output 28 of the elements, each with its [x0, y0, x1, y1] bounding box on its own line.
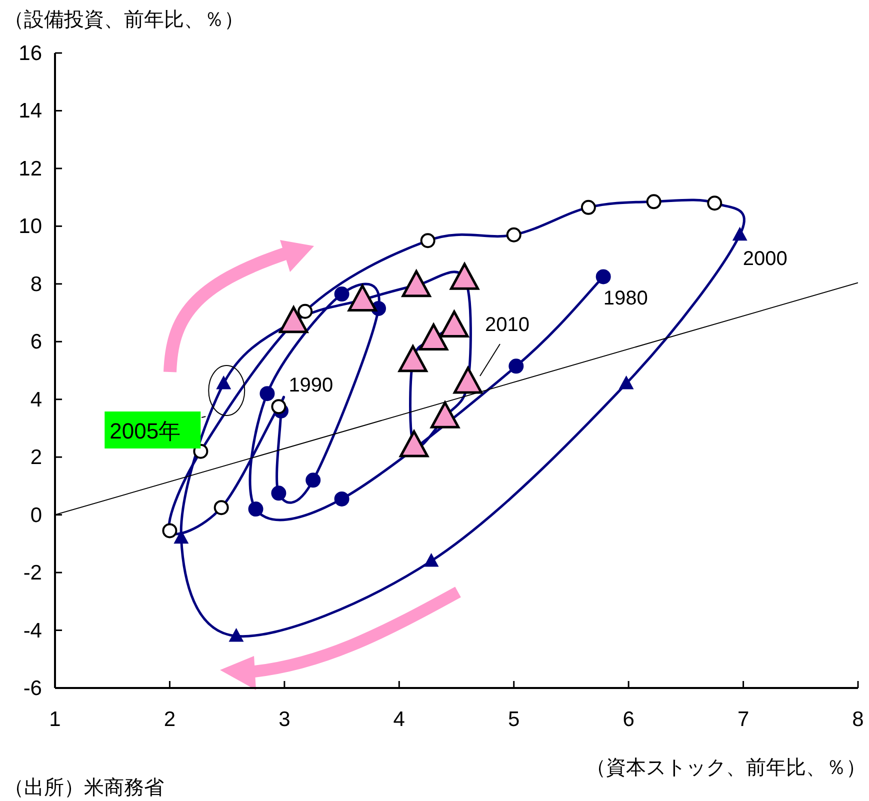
y-axis-title: （設備投資、前年比、％）	[4, 9, 244, 31]
x-tick-label: 3	[278, 708, 290, 731]
x-tick-label: 2	[164, 708, 176, 731]
x-tick-label: 6	[622, 708, 634, 731]
y-tick-label: 4	[30, 388, 42, 412]
annotation: 2000	[742, 248, 788, 270]
y-tick-label: 0	[30, 504, 42, 527]
y-tick-label: -6	[23, 677, 42, 700]
annotation: 2005年	[110, 418, 181, 444]
x-tick-label: 8	[852, 708, 864, 731]
annotation: 1990	[288, 374, 334, 397]
y-tick-label: -2	[23, 562, 42, 585]
y-tick-label: 2	[30, 446, 42, 470]
y-tick-label: 12	[18, 157, 42, 180]
y-tick-label: -4	[23, 619, 42, 642]
y-tick-label: 8	[30, 272, 42, 296]
y-tick-label: 10	[18, 215, 42, 238]
x-tick-label: 1	[49, 708, 61, 731]
annotation: 1980	[603, 288, 648, 310]
x-tick-label: 4	[393, 708, 406, 731]
x-tick-label: 7	[737, 708, 750, 731]
y-tick-label: 6	[30, 330, 42, 354]
annotation: 2010	[484, 314, 530, 336]
x-axis-title: （資本ストック、前年比、％）	[586, 757, 866, 779]
text: （出所）米商務省	[4, 777, 164, 799]
y-tick-label: 16	[18, 42, 42, 65]
y-tick-label: 14	[18, 100, 42, 123]
x-tick-label: 5	[508, 708, 520, 731]
